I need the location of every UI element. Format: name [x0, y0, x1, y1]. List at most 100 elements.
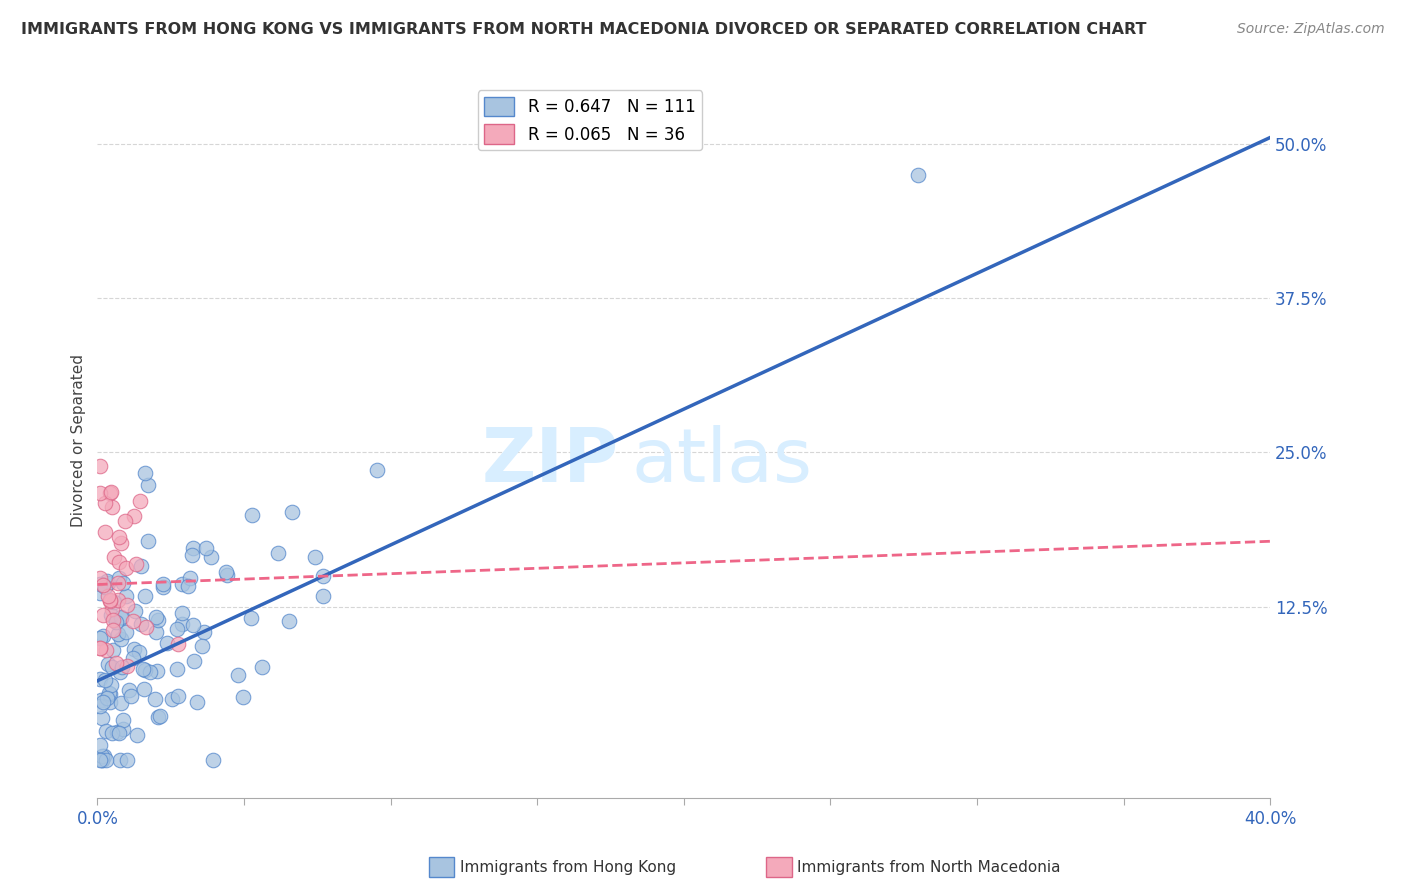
- Point: [172, 617, 194, 632]
- Y-axis label: Divorced or Separated: Divorced or Separated: [72, 353, 86, 526]
- Point: [115, 753, 138, 767]
- Point: [98, 686, 121, 700]
- Point: [122, 650, 145, 665]
- Point: [107, 626, 129, 640]
- Point: [94, 753, 117, 767]
- Point: [110, 611, 132, 625]
- Point: [129, 616, 152, 631]
- Point: [89, 753, 111, 767]
- Point: [89, 577, 111, 591]
- Point: [89, 698, 111, 713]
- Point: [97, 589, 120, 603]
- Point: [145, 625, 167, 640]
- Point: [108, 665, 131, 679]
- Point: [146, 614, 169, 628]
- Point: [128, 645, 150, 659]
- Point: [193, 624, 215, 639]
- Point: [278, 614, 301, 628]
- Point: [101, 500, 124, 514]
- Point: [239, 611, 262, 625]
- Point: [145, 664, 167, 678]
- Point: [93, 673, 115, 687]
- Point: [138, 534, 160, 549]
- Point: [100, 484, 122, 499]
- Point: [134, 589, 156, 603]
- Point: [214, 565, 236, 579]
- Point: [111, 575, 134, 590]
- Point: [240, 508, 263, 522]
- Point: [311, 569, 333, 583]
- Point: [167, 637, 190, 651]
- Point: [89, 571, 111, 585]
- Point: [129, 493, 152, 508]
- Point: [267, 546, 290, 560]
- Point: [104, 615, 127, 629]
- Point: [167, 689, 190, 703]
- Point: [94, 724, 117, 739]
- Point: [100, 726, 122, 740]
- Point: [89, 586, 111, 600]
- Point: [110, 535, 132, 549]
- Point: [232, 690, 254, 704]
- Point: [131, 559, 153, 574]
- Point: [166, 622, 188, 636]
- Point: [91, 578, 114, 592]
- Point: [93, 748, 115, 763]
- Point: [115, 599, 138, 613]
- Point: [139, 665, 162, 680]
- Point: [183, 654, 205, 668]
- Point: [90, 748, 112, 763]
- Point: [91, 695, 114, 709]
- Point: [160, 692, 183, 706]
- Point: [91, 629, 114, 643]
- Point: [94, 580, 117, 594]
- Legend: R = 0.647   N = 111, R = 0.065   N = 36: R = 0.647 N = 111, R = 0.065 N = 36: [478, 90, 702, 151]
- Point: [110, 696, 132, 710]
- Point: [98, 695, 121, 709]
- Text: ZIP: ZIP: [482, 425, 619, 498]
- Point: [98, 592, 121, 607]
- Point: [134, 466, 156, 480]
- Point: [201, 753, 224, 767]
- Point: [104, 657, 127, 671]
- Point: [143, 691, 166, 706]
- Point: [89, 459, 111, 474]
- Point: [100, 660, 122, 674]
- Point: [97, 657, 120, 671]
- Point: [114, 624, 136, 639]
- Point: [115, 658, 138, 673]
- Point: [89, 640, 111, 655]
- Point: [149, 709, 172, 723]
- Point: [124, 604, 146, 618]
- Point: [108, 726, 131, 740]
- Point: [152, 580, 174, 594]
- Text: Source: ZipAtlas.com: Source: ZipAtlas.com: [1237, 22, 1385, 37]
- Point: [107, 576, 129, 591]
- Point: [181, 541, 204, 556]
- Point: [107, 571, 129, 585]
- Point: [148, 709, 170, 723]
- Point: [103, 549, 125, 564]
- Point: [125, 558, 148, 572]
- Point: [96, 574, 118, 588]
- Point: [96, 691, 118, 706]
- Text: Immigrants from Hong Kong: Immigrants from Hong Kong: [460, 860, 676, 874]
- Point: [101, 623, 124, 637]
- Point: [170, 606, 193, 620]
- Point: [132, 662, 155, 676]
- Point: [107, 593, 129, 607]
- Point: [156, 636, 179, 650]
- Point: [103, 595, 125, 609]
- Point: [304, 549, 326, 564]
- Point: [101, 613, 124, 627]
- Point: [217, 568, 239, 582]
- Point: [191, 640, 214, 654]
- Point: [108, 753, 131, 767]
- Point: [170, 577, 193, 591]
- Point: [195, 541, 218, 555]
- Point: [200, 550, 222, 565]
- Point: [250, 659, 273, 673]
- Point: [94, 642, 117, 657]
- Point: [112, 713, 135, 727]
- Point: [145, 610, 167, 624]
